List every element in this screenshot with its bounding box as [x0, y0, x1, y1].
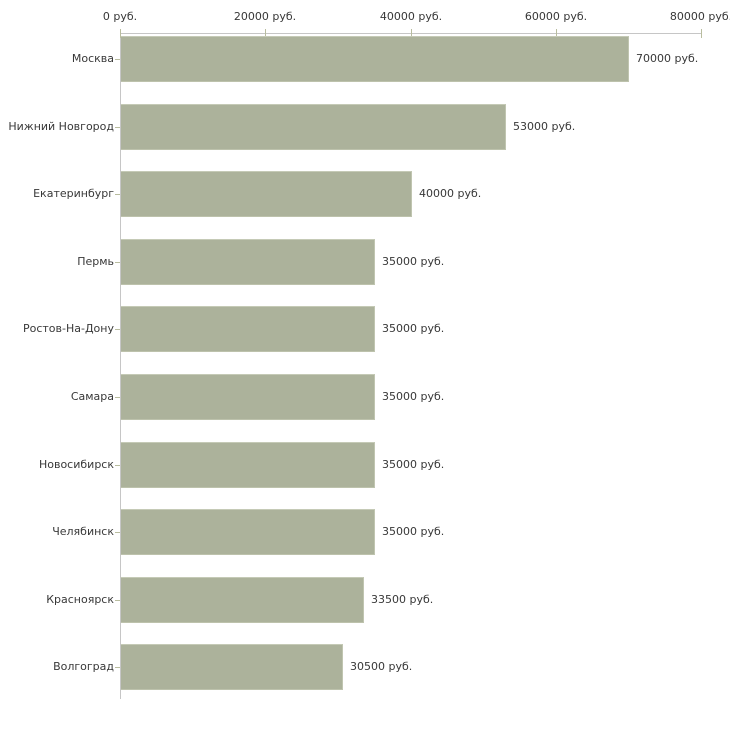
bar: [121, 104, 506, 150]
bar: [121, 442, 375, 488]
value-label: 33500 руб.: [371, 593, 434, 606]
value-label: 35000 руб.: [382, 525, 445, 538]
value-label: 35000 руб.: [382, 322, 445, 335]
category-tick: [115, 465, 120, 466]
x-axis-tick: [120, 29, 121, 38]
bar: [121, 577, 364, 623]
y-axis-line: [120, 33, 121, 699]
category-label: Новосибирск: [38, 458, 114, 471]
category-tick: [115, 532, 120, 533]
value-label: 30500 руб.: [350, 660, 413, 673]
category-label: Екатеринбург: [33, 187, 114, 200]
x-axis-tick-label: 60000 руб.: [524, 10, 588, 23]
category-tick: [115, 667, 120, 668]
bar: [121, 239, 375, 285]
bar: [121, 306, 375, 352]
x-axis-tick-label: 20000 руб.: [233, 10, 297, 23]
category-label: Пермь: [77, 255, 114, 268]
value-label: 70000 руб.: [636, 52, 699, 65]
category-label: Красноярск: [46, 593, 114, 606]
category-tick: [115, 59, 120, 60]
x-axis-tick-label: 40000 руб.: [379, 10, 443, 23]
value-label: 35000 руб.: [382, 255, 445, 268]
category-tick: [115, 262, 120, 263]
value-label: 40000 руб.: [419, 187, 482, 200]
x-axis-tick-label: 80000 руб.: [669, 10, 730, 23]
category-tick: [115, 329, 120, 330]
category-label: Ростов-На-Дону: [22, 322, 114, 335]
value-label: 53000 руб.: [513, 120, 576, 133]
bar: [121, 374, 375, 420]
x-axis-tick: [556, 29, 557, 38]
bar: [121, 644, 343, 690]
category-label: Нижний Новгород: [8, 120, 114, 133]
x-axis-tick: [265, 29, 266, 38]
bar: [121, 171, 412, 217]
category-label: Самара: [70, 390, 114, 403]
x-axis-tick-label: 0 руб.: [102, 10, 138, 23]
category-label: Челябинск: [52, 525, 114, 538]
category-label: Москва: [71, 52, 114, 65]
x-axis-tick: [411, 29, 412, 38]
category-label: Волгоград: [53, 660, 114, 673]
category-tick: [115, 600, 120, 601]
value-label: 35000 руб.: [382, 390, 445, 403]
x-axis-tick: [701, 29, 702, 38]
value-label: 35000 руб.: [382, 458, 445, 471]
category-tick: [115, 127, 120, 128]
bar: [121, 36, 629, 82]
category-tick: [115, 397, 120, 398]
category-tick: [115, 194, 120, 195]
bar: [121, 509, 375, 555]
